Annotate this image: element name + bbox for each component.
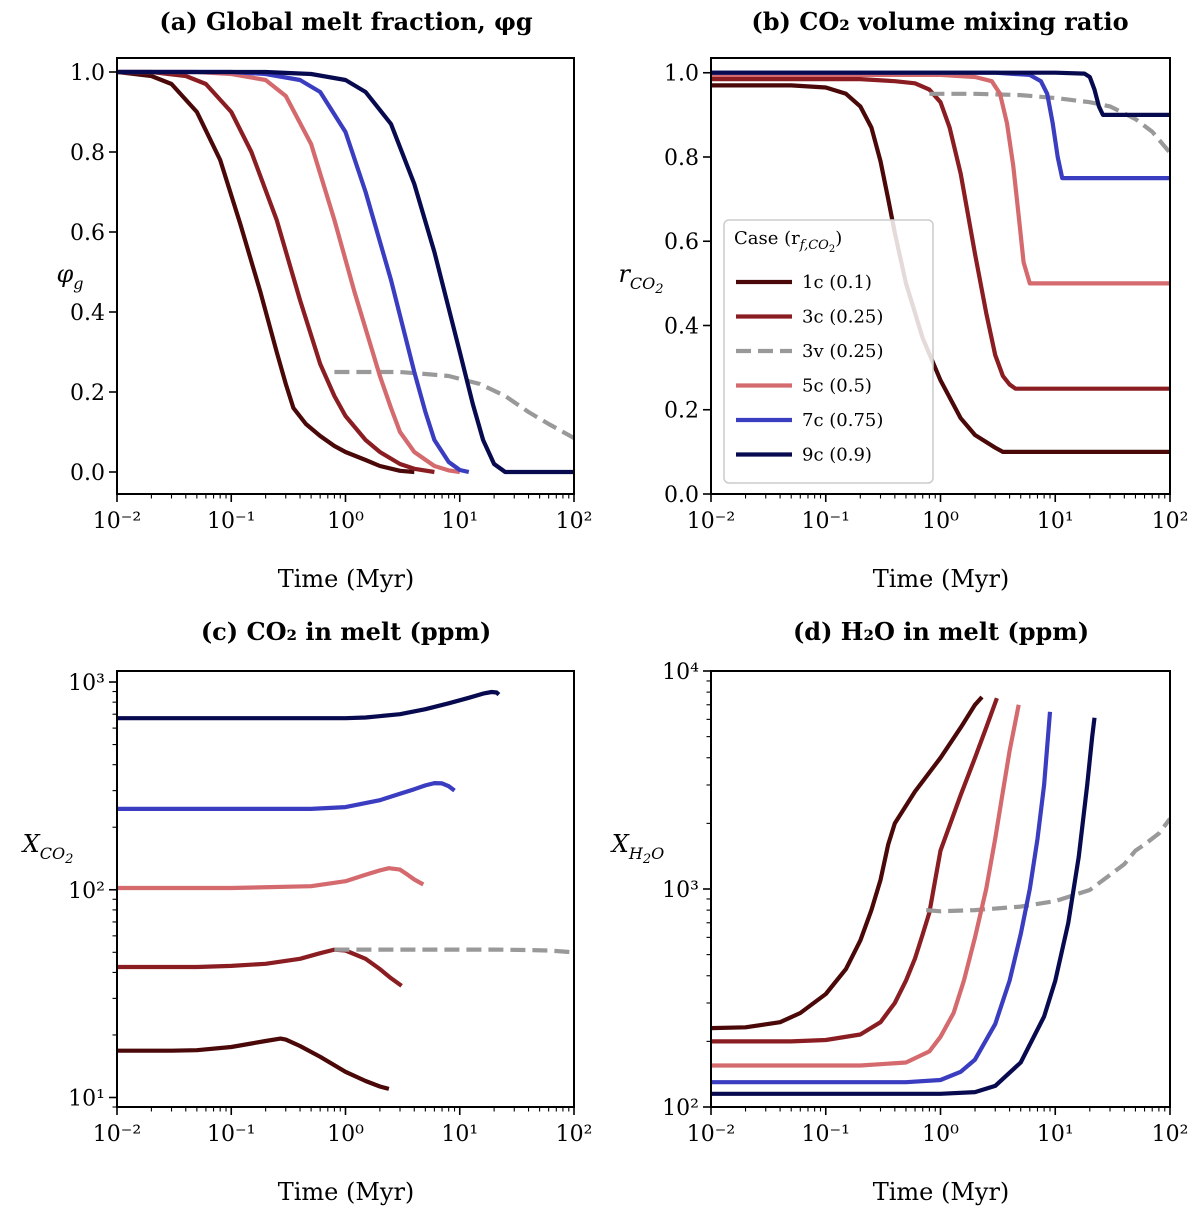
series-line-c-9c	[117, 689, 501, 721]
ytick-label-a: 0.8	[70, 141, 105, 166]
series-line-c-1c	[117, 1036, 390, 1091]
legend-label-5c: 5c (0.5)	[802, 376, 872, 397]
ytick-label-b: 1.0	[664, 62, 699, 87]
series-line-b-9c	[711, 70, 1170, 117]
panel-c-title: (c) CO₂ in melt (ppm)	[201, 617, 491, 646]
ytick-label-b: 0.0	[664, 483, 699, 508]
xtick-label-c: 10⁰	[327, 1122, 364, 1147]
legend-label-7c: 7c (0.75)	[802, 410, 883, 431]
axes-frame-a	[116, 57, 575, 495]
series-line-b-7c	[711, 70, 1170, 181]
ytick-label-b: 0.8	[664, 146, 699, 171]
xtick-label-c: 10⁻¹	[207, 1122, 255, 1147]
series-line-c-7c	[117, 781, 456, 811]
series-line-d-3c	[711, 697, 999, 1044]
panel-a: (a) Global melt fraction, φg 10⁻² 10⁻¹ 10⁰…	[56, 7, 592, 593]
xtick-label-b: 10²	[1152, 509, 1189, 534]
series-line-d-3v	[926, 817, 1170, 914]
series-line-a-3c	[117, 69, 435, 475]
panel-d-xlabel: Time (Myr)	[873, 1178, 1010, 1206]
xtick-label-d: 10⁻²	[687, 1122, 735, 1147]
panel-d-title: (d) H₂O in melt (ppm)	[793, 617, 1089, 646]
panel-b: (b) CO₂ volume mixing ratio 10⁻² 10⁻¹ 10⁰ 1…	[618, 7, 1188, 593]
ytick-label-d: 10⁴	[662, 660, 699, 685]
legend-title: Case (rf,CO2)	[734, 228, 842, 255]
series-line-b-3c	[711, 77, 1170, 391]
panel-c-plot: 10⁻² 10⁻¹ 10⁰ 10¹ 10² 10¹ 10² 10³	[68, 670, 593, 1147]
series-line-a-7c	[117, 69, 470, 475]
panel-c-xlabel: Time (Myr)	[278, 1178, 415, 1206]
panel-a-ylabel: φg	[56, 260, 83, 293]
xtick-label-a: 10⁰	[327, 509, 364, 534]
series-line-a-1c	[117, 69, 415, 475]
panel-b-title: (b) CO₂ volume mixing ratio	[751, 7, 1128, 36]
panel-b-plot: 10⁻² 10⁻¹ 10⁰ 10¹ 10² 0.0 0.2 0.4 0.6 0.8 1.0	[664, 57, 1189, 534]
xtick-label-a: 10⁻¹	[207, 509, 255, 534]
ytick-label-b: 0.4	[664, 314, 699, 339]
panel-a-xlabel: Time (Myr)	[278, 565, 415, 593]
xtick-label-a: 10²	[556, 509, 593, 534]
panel-b-ylabel: rCO2	[618, 260, 663, 297]
panel-a-plot: 10⁻² 10⁻¹ 10⁰ 10¹ 10² 0.0 0.2 0.4 0.6 0.8 1.0	[70, 57, 593, 534]
xtick-label-b: 10¹	[1037, 509, 1074, 534]
xtick-label-d: 10⁰	[922, 1122, 959, 1147]
series-line-b-5c	[711, 72, 1170, 286]
series-line-a-9c	[117, 69, 574, 475]
panel-c: (c) CO₂ in melt (ppm) 10⁻² 10⁻¹ 10⁰ 10¹ 10²1…	[21, 617, 593, 1206]
series-line-d-5c	[711, 704, 1021, 1068]
series-line-a-5c	[117, 69, 461, 475]
series-line-c-3v	[334, 947, 574, 955]
xtick-label-c: 10²	[556, 1122, 593, 1147]
legend-label-9c: 9c (0.9)	[802, 445, 872, 466]
panel-a-title: (a) Global melt fraction, φg	[159, 7, 532, 36]
legend-box	[723, 219, 934, 484]
ytick-label-a: 0.2	[70, 381, 105, 406]
ytick-label-c: 10¹	[68, 1086, 105, 1111]
ytick-label-d: 10³	[662, 878, 699, 903]
legend-label-3v: 3v (0.25)	[802, 341, 883, 362]
xtick-label-d: 10⁻¹	[802, 1122, 850, 1147]
ytick-label-a: 0.4	[70, 301, 105, 326]
ytick-label-a: 0.6	[70, 221, 105, 246]
xtick-label-b: 10⁻¹	[802, 509, 850, 534]
series-line-c-5c	[117, 866, 425, 891]
xtick-label-d: 10¹	[1037, 1122, 1074, 1147]
ytick-label-a: 0.0	[70, 461, 105, 486]
panel-c-ylabel: XCO2	[21, 830, 74, 867]
ytick-label-c: 10²	[68, 879, 105, 904]
legend: Case (rf,CO2) 1c (0.1) 3c (0.25) 3v (0.25) 5…	[723, 219, 934, 484]
ytick-label-b: 0.2	[664, 399, 699, 424]
series-line-a-3v	[334, 369, 574, 440]
panel-b-xlabel: Time (Myr)	[873, 565, 1010, 593]
panel-d-plot: 10⁻² 10⁻¹ 10⁰ 10¹ 10² 10² 10³ 10⁴	[662, 660, 1188, 1147]
xtick-label-a: 10⁻²	[93, 509, 141, 534]
xtick-label-b: 10⁰	[922, 509, 959, 534]
ytick-label-c: 10³	[68, 671, 105, 696]
panel-d: (d) H₂O in melt (ppm) 10⁻² 10⁻¹ 10⁰ 10¹ 10²1…	[610, 617, 1189, 1206]
series-line-d-1c	[711, 695, 984, 1031]
panel-d-ylabel: XH2O	[610, 830, 664, 867]
series-line-c-3c	[117, 947, 403, 988]
xtick-label-c: 10¹	[441, 1122, 478, 1147]
xtick-label-c: 10⁻²	[93, 1122, 141, 1147]
ytick-label-b: 0.6	[664, 230, 699, 255]
ytick-label-a: 1.0	[70, 61, 105, 86]
series-line-d-7c	[711, 711, 1053, 1085]
ytick-label-d: 10²	[662, 1096, 699, 1121]
series-line-d-9c	[711, 717, 1097, 1096]
legend-label-1c: 1c (0.1)	[802, 272, 872, 293]
legend-label-3c: 3c (0.25)	[802, 307, 883, 328]
xtick-label-b: 10⁻²	[687, 509, 735, 534]
xtick-label-d: 10²	[1152, 1122, 1189, 1147]
xtick-label-a: 10¹	[441, 509, 478, 534]
series-line-b-3v	[929, 91, 1170, 155]
